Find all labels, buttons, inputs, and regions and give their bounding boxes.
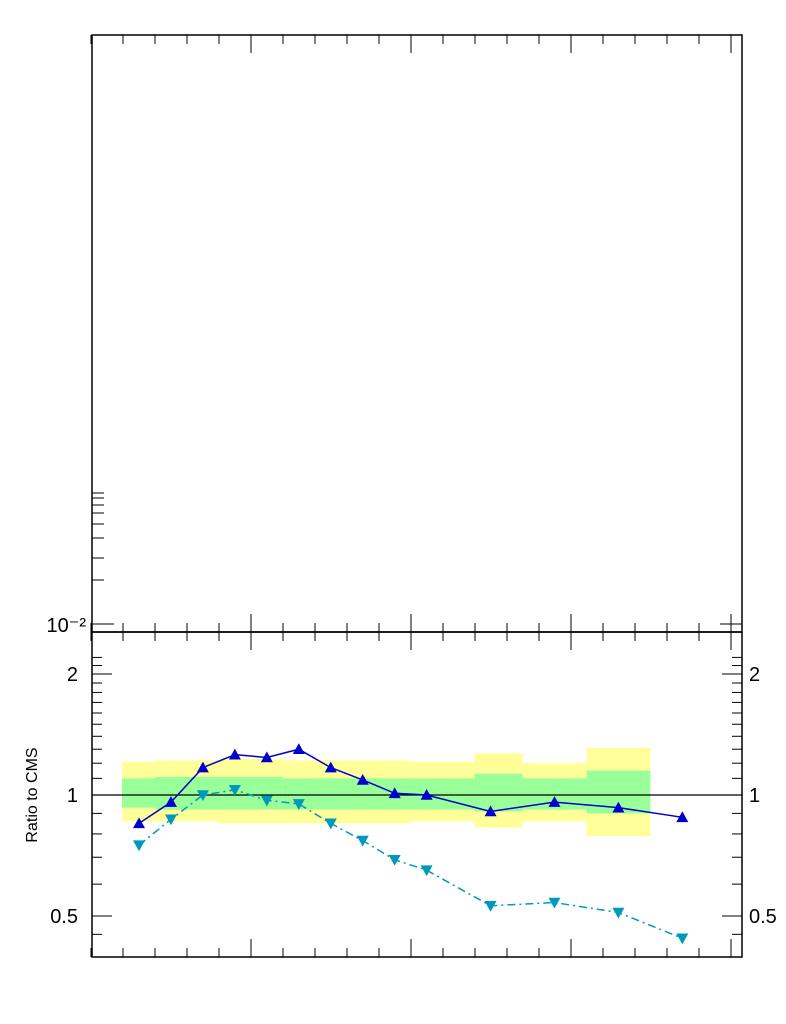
y-tick-label-left-1: 1 (67, 785, 78, 807)
series-marker-1 (324, 761, 337, 773)
main-panel: 10⁻² (47, 34, 743, 637)
series-marker-1 (292, 743, 305, 755)
uncertainty-band-segment (122, 778, 155, 808)
series-marker-2 (484, 900, 497, 912)
uncertainty-band-segment (282, 778, 475, 810)
series-marker-2 (676, 933, 689, 945)
series-marker-2 (196, 790, 209, 801)
series-marker-1 (676, 811, 689, 823)
series-marker-2 (420, 865, 433, 877)
ratio-axis-ticks (90, 632, 742, 957)
series-marker-1 (484, 805, 497, 817)
y-tick-label-left-2: 2 (67, 664, 78, 686)
ratio-y-axis-label: Ratio to CMS (24, 747, 41, 842)
series-marker-1 (133, 817, 145, 829)
series-marker-1 (612, 801, 625, 813)
series-marker-1 (196, 761, 209, 773)
ratio-series (133, 743, 689, 945)
y-tick-label-right-1: 1 (749, 785, 760, 807)
series-marker-1 (164, 796, 177, 807)
series-marker-2 (292, 799, 305, 810)
series-marker-2 (164, 814, 177, 826)
series-marker-2 (356, 835, 369, 847)
ratio-panel: 0.5 1 2 0.5 1 2 Ratio to CMS (24, 631, 777, 958)
y-tick-label-right-2: 2 (749, 664, 760, 686)
series-marker-1 (420, 789, 433, 800)
y-tick-label-right-0.5: 0.5 (749, 906, 777, 928)
series-marker-2 (388, 854, 401, 866)
series-marker-1 (356, 773, 369, 785)
series-marker-2 (324, 818, 337, 830)
y-tick-label-left-0.5: 0.5 (50, 906, 78, 928)
main-plot-frame (91, 34, 743, 633)
series-marker-2 (260, 795, 273, 807)
series-line-2 (138, 789, 683, 939)
series-marker-2 (228, 785, 241, 796)
main-y-tick-label: 10⁻² (47, 615, 87, 637)
series-marker-1 (228, 748, 241, 760)
series-marker-1 (260, 751, 273, 763)
series-line-1 (138, 748, 683, 824)
series-marker-1 (548, 796, 561, 807)
series-marker-2 (612, 907, 625, 919)
uncertainty-band-segment (474, 773, 523, 812)
series-marker-1 (388, 787, 401, 799)
series-marker-2 (548, 897, 561, 909)
series-marker-2 (133, 840, 145, 852)
main-axis-ticks (90, 35, 742, 632)
